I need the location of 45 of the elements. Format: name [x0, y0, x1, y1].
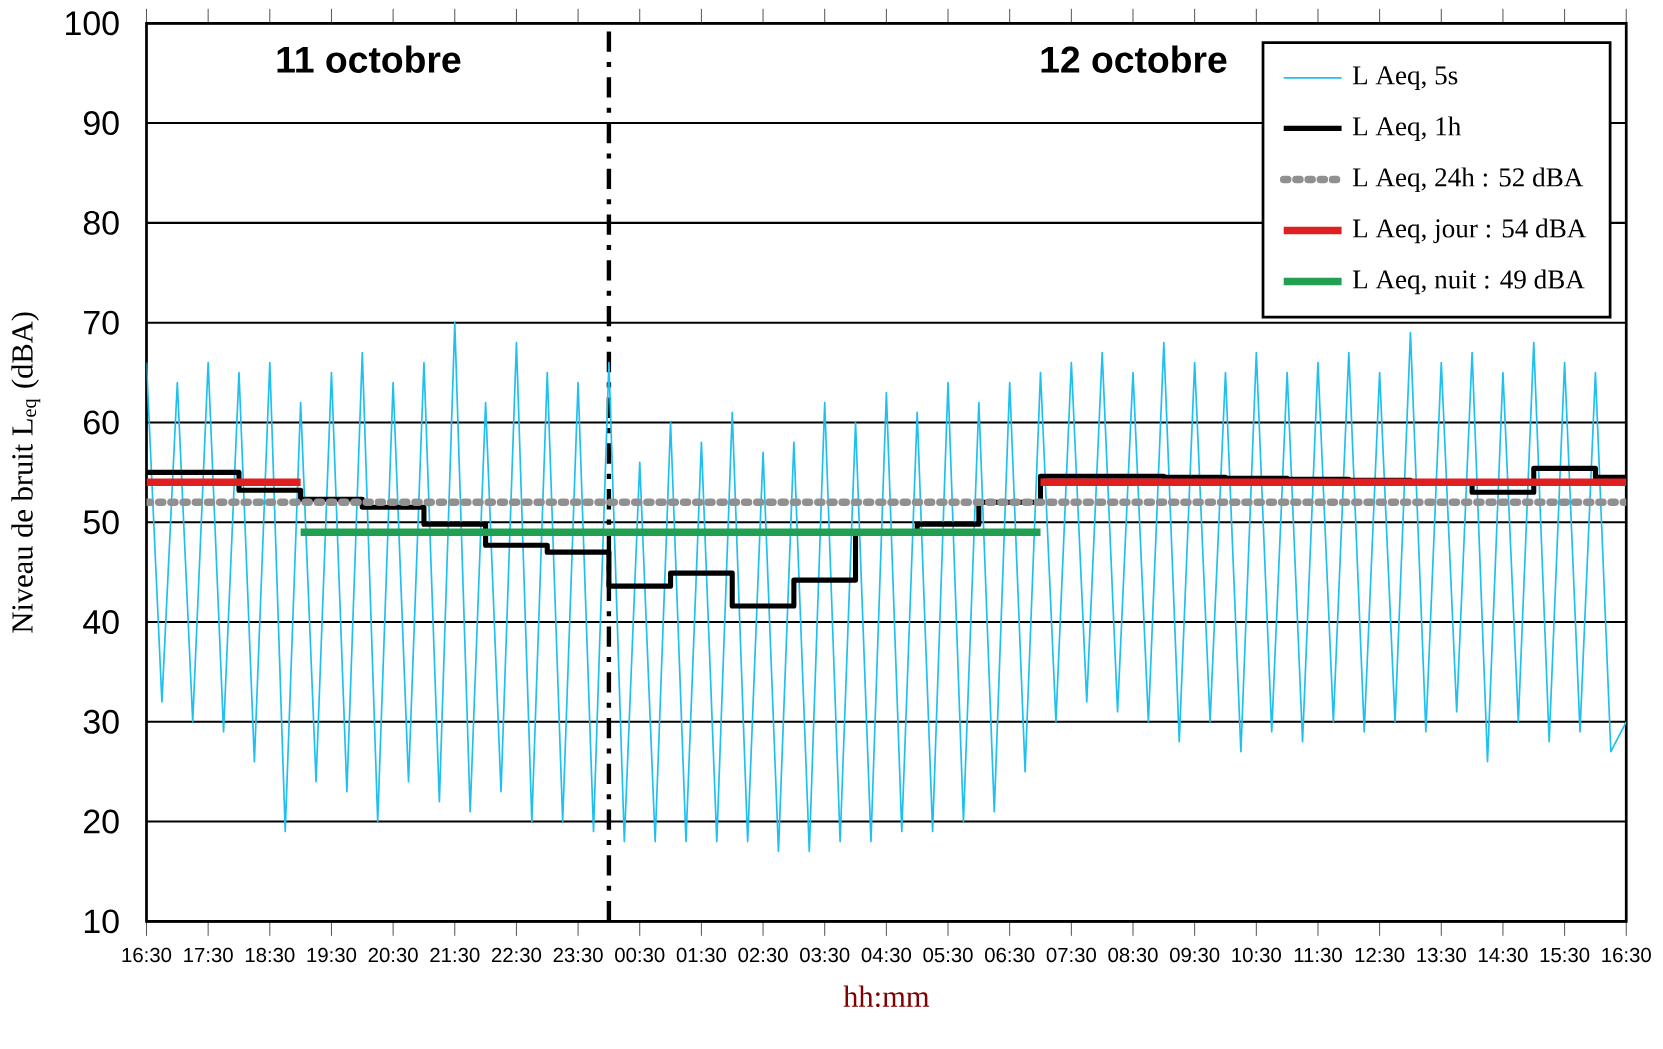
x-tick-label: 16:30 [1602, 947, 1651, 963]
legend-label: L Aeq, 1h [1352, 116, 1461, 142]
x-tick-label: 08:30 [1108, 947, 1158, 963]
x-tick-label: 15:30 [1540, 947, 1590, 963]
y-tick-label: 10 [84, 909, 119, 934]
y-tick-label: 100 [66, 11, 119, 36]
x-tick-label: 07:30 [1046, 947, 1096, 963]
annotation: 12 octobre [1041, 45, 1227, 74]
x-tick-label: 00:30 [615, 947, 665, 963]
x-tick-label: 20:30 [368, 947, 418, 963]
y-tick-label: 70 [84, 310, 119, 335]
y-tick-label: 30 [83, 709, 119, 734]
x-tick-label: 09:30 [1170, 947, 1220, 963]
x-tick-label: 23:30 [553, 947, 603, 963]
x-axis-title: hh:mm [843, 985, 930, 1008]
legend-label: L Aeq, 24h : 52 dBA [1352, 167, 1584, 193]
y-tick-label: 60 [84, 410, 119, 435]
x-tick-label: 11:30 [1294, 947, 1342, 963]
x-tick-label: 04:30 [861, 947, 912, 963]
legend-label: L Aeq, jour : 54 dBA [1352, 218, 1587, 244]
x-tick-label: 10:30 [1232, 947, 1281, 963]
x-tick-label: 19:30 [307, 947, 357, 963]
x-tick-label: 18:30 [245, 947, 295, 963]
y-tick-label: 40 [83, 610, 119, 635]
x-tick-label: 14:30 [1479, 947, 1528, 963]
line-series [146, 321, 1627, 853]
y-tick-label: 80 [83, 211, 119, 235]
y-axis-title: Niveau de bruit L$_{eq}$ (dBA) [11, 312, 41, 633]
legend-label: L Aeq, 5s [1352, 66, 1458, 91]
legend-label: L Aeq, nuit : 49 dBA [1352, 269, 1585, 295]
x-tick-label: 13:30 [1417, 947, 1466, 963]
x-tick-label: 17:30 [184, 947, 233, 963]
annotation: 11 octobre [277, 45, 461, 74]
x-tick-label: 05:30 [923, 947, 973, 963]
x-tick-label: 16:30 [122, 947, 172, 963]
y-tick-label: 20 [84, 809, 119, 834]
x-tick-label: 06:30 [985, 947, 1035, 963]
x-tick-label: 12:30 [1355, 947, 1405, 963]
y-tick-label: 50 [83, 510, 119, 535]
x-tick-label: 03:30 [800, 947, 850, 963]
x-tick-label: 02:30 [738, 947, 788, 963]
x-tick-label: 01:30 [676, 947, 727, 963]
x-tick-label: 21:30 [430, 947, 480, 963]
x-tick-label: 22:30 [491, 947, 542, 963]
y-tick-label: 90 [83, 111, 119, 136]
